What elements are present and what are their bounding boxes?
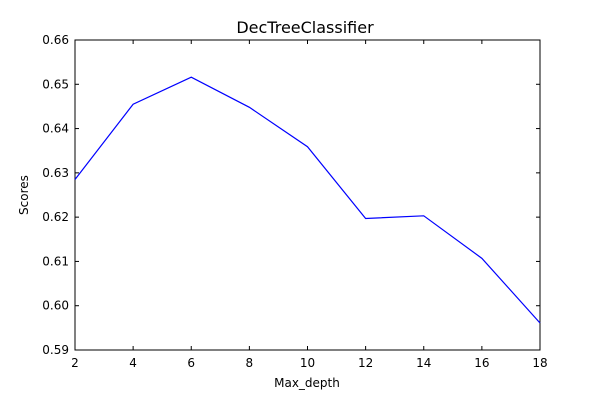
y-tick-label: 0.63 <box>42 166 69 180</box>
y-tick-label: 0.61 <box>42 254 69 268</box>
x-tick-label: 16 <box>474 356 489 370</box>
y-tick-label: 0.64 <box>42 122 69 136</box>
chart-title: DecTreeClassifier <box>236 18 374 37</box>
series-layer <box>74 76 541 324</box>
x-tick-label: 4 <box>129 356 137 370</box>
y-axis: 0.59 0.60 0.61 0.62 0.63 0.64 0.65 0.66 <box>42 33 540 357</box>
x-axis-label: Max_depth <box>274 376 340 390</box>
x-axis: 2 4 6 8 10 12 14 16 18 <box>71 40 548 370</box>
x-tick-label: 2 <box>71 356 79 370</box>
x-tick-label: 14 <box>416 356 431 370</box>
y-tick-label: 0.66 <box>42 33 69 47</box>
x-tick-label: 12 <box>358 356 373 370</box>
x-tick-label: 10 <box>300 356 315 370</box>
y-tick-label: 0.65 <box>42 77 69 91</box>
y-tick-label: 0.59 <box>42 343 69 357</box>
y-axis-label: Scores <box>17 175 31 215</box>
x-tick-label: 8 <box>246 356 254 370</box>
y-tick-label: 0.62 <box>42 210 69 224</box>
x-tick-label: 6 <box>187 356 195 370</box>
series-line <box>74 76 541 324</box>
plot-area <box>74 39 541 351</box>
y-tick-label: 0.60 <box>42 299 69 313</box>
x-tick-label: 18 <box>532 356 547 370</box>
